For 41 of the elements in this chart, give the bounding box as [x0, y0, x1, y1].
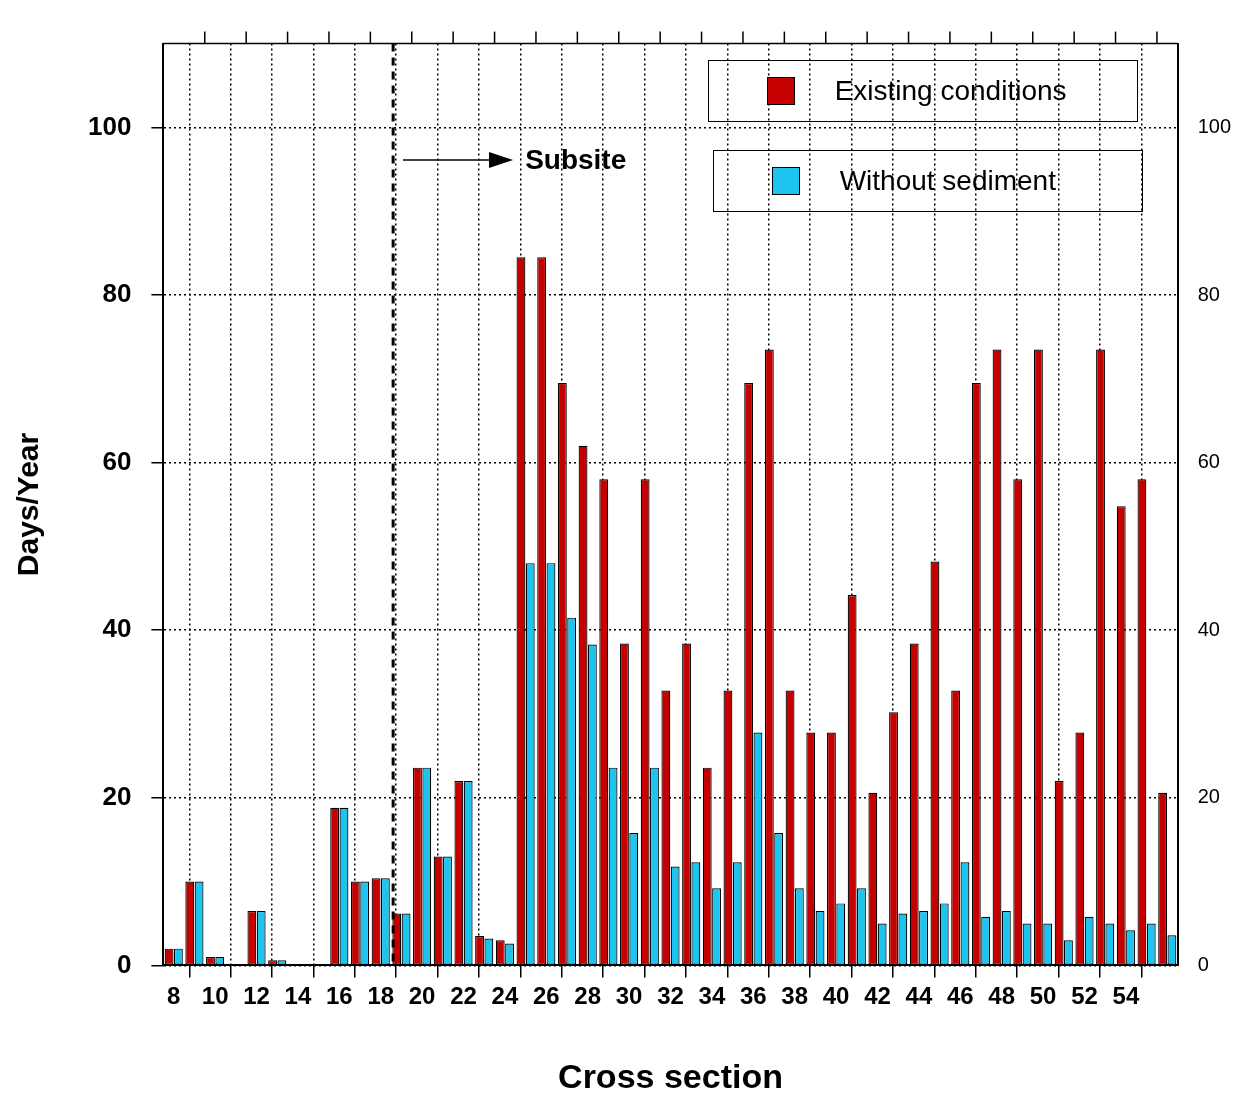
y2-tick-label: 100 — [1197, 114, 1232, 137]
x-tick-label: 34 — [698, 982, 726, 1010]
x-tick-label: 28 — [574, 982, 602, 1010]
x-tick-label: 24 — [491, 982, 519, 1010]
x-tick-label: 40 — [822, 982, 850, 1010]
x-tick-label: 18 — [367, 982, 395, 1010]
x-tick-label: 52 — [1071, 982, 1098, 1010]
annotation: Subsite — [525, 143, 627, 176]
x-tick-label: 36 — [739, 982, 767, 1010]
x-tick-label: 10 — [201, 982, 229, 1010]
y2-tick-label: 20 — [1197, 785, 1220, 808]
y-tick-label: 20 — [102, 780, 132, 811]
y-tick-label: 80 — [102, 278, 132, 309]
y2-tick-label: 80 — [1197, 282, 1220, 305]
x-tick-label: 20 — [408, 982, 436, 1010]
y2-tick-label: 0 — [1197, 952, 1209, 975]
x-tick-label: 8 — [167, 982, 181, 1010]
y2-tick-label: 60 — [1197, 450, 1220, 473]
x-tick-label: 32 — [657, 982, 684, 1010]
x-tick-label: 12 — [243, 982, 270, 1010]
x-tick-label: 48 — [988, 982, 1016, 1010]
x-tick-label: 38 — [781, 982, 809, 1010]
y-tick-label: 100 — [87, 110, 132, 141]
x-tick-label: 14 — [284, 982, 312, 1010]
y-tick-label: 0 — [116, 948, 132, 979]
x-tick-label: 54 — [1112, 982, 1140, 1010]
y-tick-label: 60 — [102, 445, 132, 476]
y-tick-label: 40 — [102, 613, 132, 644]
legend-label: Existing conditions — [834, 74, 1067, 107]
y2-tick-label: 40 — [1197, 617, 1220, 640]
x-tick-label: 50 — [1029, 982, 1057, 1010]
x-tick-label: 26 — [532, 982, 560, 1010]
x-tick-label: 16 — [325, 982, 353, 1010]
x-axis-title: Cross section — [558, 1056, 783, 1095]
x-tick-label: 46 — [946, 982, 974, 1010]
legend-label: Without sediment — [839, 164, 1056, 197]
x-tick-label: 44 — [905, 982, 933, 1010]
y-axis-title: Days/Year — [11, 432, 45, 577]
x-tick-label: 42 — [864, 982, 891, 1010]
x-tick-label: 22 — [450, 982, 477, 1010]
x-tick-label: 30 — [615, 982, 643, 1010]
